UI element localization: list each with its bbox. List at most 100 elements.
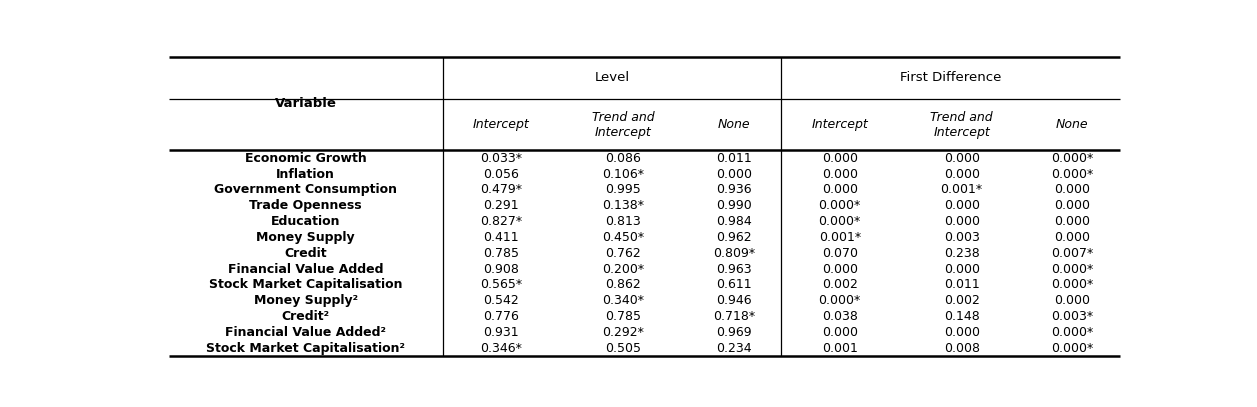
Text: 0.450*: 0.450* bbox=[602, 231, 645, 244]
Text: Intercept: Intercept bbox=[473, 118, 529, 131]
Text: 0.001*: 0.001* bbox=[818, 231, 861, 244]
Text: None: None bbox=[1056, 118, 1089, 131]
Text: 0.762: 0.762 bbox=[606, 247, 641, 260]
Text: 0.056: 0.056 bbox=[484, 168, 519, 181]
Text: 0.000: 0.000 bbox=[944, 168, 979, 181]
Text: 0.148: 0.148 bbox=[944, 310, 979, 323]
Text: 0.001: 0.001 bbox=[822, 341, 857, 354]
Text: 0.070: 0.070 bbox=[822, 247, 857, 260]
Text: 0.809*: 0.809* bbox=[713, 247, 755, 260]
Text: 0.033*: 0.033* bbox=[480, 152, 523, 165]
Text: 0.000: 0.000 bbox=[944, 215, 979, 228]
Text: 0.000: 0.000 bbox=[944, 263, 979, 276]
Text: 0.995: 0.995 bbox=[606, 184, 641, 197]
Text: 0.238: 0.238 bbox=[944, 247, 979, 260]
Text: 0.000: 0.000 bbox=[822, 168, 857, 181]
Text: Money Supply: Money Supply bbox=[256, 231, 356, 244]
Text: 0.000*: 0.000* bbox=[818, 215, 861, 228]
Text: 0.827*: 0.827* bbox=[480, 215, 523, 228]
Text: 0.862: 0.862 bbox=[606, 278, 641, 291]
Text: 0.106*: 0.106* bbox=[602, 168, 645, 181]
Text: 0.000: 0.000 bbox=[1055, 231, 1090, 244]
Text: 0.007*: 0.007* bbox=[1051, 247, 1094, 260]
Text: 0.963: 0.963 bbox=[716, 263, 752, 276]
Text: 0.003: 0.003 bbox=[944, 231, 979, 244]
Text: 0.000*: 0.000* bbox=[1051, 278, 1094, 291]
Text: 0.000: 0.000 bbox=[822, 184, 857, 197]
Text: Stock Market Capitalisation: Stock Market Capitalisation bbox=[209, 278, 402, 291]
Text: Financial Value Added²: Financial Value Added² bbox=[225, 326, 386, 339]
Text: 0.479*: 0.479* bbox=[480, 184, 523, 197]
Text: Stock Market Capitalisation²: Stock Market Capitalisation² bbox=[206, 341, 405, 354]
Text: Variable: Variable bbox=[275, 97, 337, 110]
Text: Level: Level bbox=[595, 71, 630, 84]
Text: 0.411: 0.411 bbox=[484, 231, 519, 244]
Text: 0.000*: 0.000* bbox=[1051, 326, 1094, 339]
Text: 0.969: 0.969 bbox=[716, 326, 752, 339]
Text: 0.565*: 0.565* bbox=[480, 278, 523, 291]
Text: 0.000: 0.000 bbox=[1055, 215, 1090, 228]
Text: Economic Growth: Economic Growth bbox=[245, 152, 367, 165]
Text: 0.000*: 0.000* bbox=[818, 294, 861, 307]
Text: Trend and
Intercept: Trend and Intercept bbox=[930, 111, 993, 139]
Text: None: None bbox=[718, 118, 750, 131]
Text: Government Consumption: Government Consumption bbox=[214, 184, 397, 197]
Text: 0.234: 0.234 bbox=[716, 341, 752, 354]
Text: 0.000: 0.000 bbox=[822, 152, 857, 165]
Text: 0.908: 0.908 bbox=[484, 263, 519, 276]
Text: 0.003*: 0.003* bbox=[1051, 310, 1094, 323]
Text: 0.011: 0.011 bbox=[944, 278, 979, 291]
Text: 0.000: 0.000 bbox=[716, 168, 752, 181]
Text: 0.718*: 0.718* bbox=[713, 310, 755, 323]
Text: 0.000: 0.000 bbox=[944, 152, 979, 165]
Text: 0.138*: 0.138* bbox=[602, 199, 645, 212]
Text: 0.000: 0.000 bbox=[944, 199, 979, 212]
Text: 0.776: 0.776 bbox=[484, 310, 519, 323]
Text: 0.505: 0.505 bbox=[606, 341, 641, 354]
Text: Trend and
Intercept: Trend and Intercept bbox=[592, 111, 655, 139]
Text: 0.000*: 0.000* bbox=[818, 199, 861, 212]
Text: 0.000*: 0.000* bbox=[1051, 341, 1094, 354]
Text: 0.000: 0.000 bbox=[944, 326, 979, 339]
Text: 0.936: 0.936 bbox=[716, 184, 752, 197]
Text: 0.008: 0.008 bbox=[944, 341, 979, 354]
Text: 0.946: 0.946 bbox=[716, 294, 752, 307]
Text: Trade Openness: Trade Openness bbox=[249, 199, 362, 212]
Text: First Difference: First Difference bbox=[900, 71, 1001, 84]
Text: Financial Value Added: Financial Value Added bbox=[228, 263, 383, 276]
Text: Credit: Credit bbox=[284, 247, 327, 260]
Text: 0.292*: 0.292* bbox=[602, 326, 644, 339]
Text: Inflation: Inflation bbox=[277, 168, 336, 181]
Text: 0.340*: 0.340* bbox=[602, 294, 645, 307]
Text: 0.611: 0.611 bbox=[716, 278, 752, 291]
Text: 0.000*: 0.000* bbox=[1051, 152, 1094, 165]
Text: 0.542: 0.542 bbox=[484, 294, 519, 307]
Text: 0.086: 0.086 bbox=[606, 152, 641, 165]
Text: Credit²: Credit² bbox=[282, 310, 329, 323]
Text: 0.785: 0.785 bbox=[484, 247, 519, 260]
Text: 0.962: 0.962 bbox=[716, 231, 752, 244]
Text: 0.000: 0.000 bbox=[1055, 184, 1090, 197]
Text: Intercept: Intercept bbox=[811, 118, 869, 131]
Text: 0.000: 0.000 bbox=[822, 326, 857, 339]
Text: 0.038: 0.038 bbox=[822, 310, 857, 323]
Text: 0.000: 0.000 bbox=[1055, 199, 1090, 212]
Text: 0.785: 0.785 bbox=[606, 310, 641, 323]
Text: 0.200*: 0.200* bbox=[602, 263, 645, 276]
Text: 0.000*: 0.000* bbox=[1051, 263, 1094, 276]
Text: 0.002: 0.002 bbox=[944, 294, 979, 307]
Text: 0.002: 0.002 bbox=[822, 278, 857, 291]
Text: 0.011: 0.011 bbox=[716, 152, 752, 165]
Text: 0.291: 0.291 bbox=[484, 199, 519, 212]
Text: 0.000: 0.000 bbox=[822, 263, 857, 276]
Text: 0.000*: 0.000* bbox=[1051, 168, 1094, 181]
Text: 0.001*: 0.001* bbox=[940, 184, 983, 197]
Text: 0.984: 0.984 bbox=[716, 215, 752, 228]
Text: Education: Education bbox=[272, 215, 341, 228]
Text: 0.000: 0.000 bbox=[1055, 294, 1090, 307]
Text: 0.990: 0.990 bbox=[716, 199, 752, 212]
Text: 0.813: 0.813 bbox=[606, 215, 641, 228]
Text: Money Supply²: Money Supply² bbox=[254, 294, 358, 307]
Text: 0.346*: 0.346* bbox=[480, 341, 522, 354]
Text: 0.931: 0.931 bbox=[484, 326, 519, 339]
